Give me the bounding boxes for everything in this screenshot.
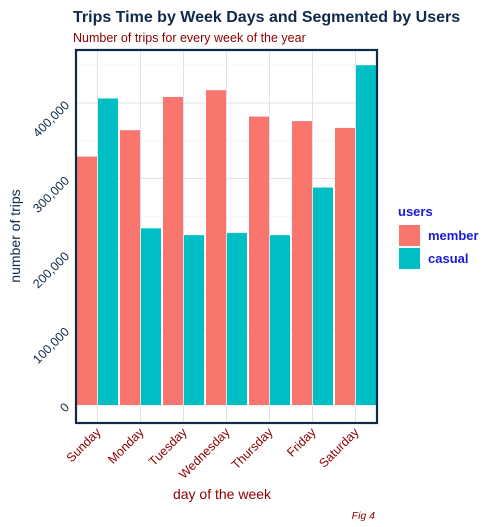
y-tick-label: 0 bbox=[57, 400, 72, 415]
legend-label-casual: casual bbox=[428, 251, 468, 266]
x-tick-label: Saturday bbox=[316, 425, 362, 471]
bar-casual-friday bbox=[313, 187, 333, 405]
y-tick-label: 100,000 bbox=[30, 325, 72, 367]
bar-casual-sunday bbox=[98, 98, 118, 405]
bar-member-thursday bbox=[249, 116, 269, 405]
y-tick-label: 300,000 bbox=[30, 174, 72, 216]
bar-casual-wednesday bbox=[227, 232, 247, 405]
bar-casual-thursday bbox=[270, 235, 290, 405]
x-tick-label: Sunday bbox=[64, 425, 104, 465]
bar-member-wednesday bbox=[206, 90, 226, 405]
legend: users member casual bbox=[398, 204, 479, 269]
bar-casual-saturday bbox=[356, 65, 376, 405]
y-tick-labels: 0 100,000 200,000 300,000 400,000 bbox=[30, 98, 72, 415]
bar-member-sunday bbox=[77, 156, 97, 405]
y-tick-label: 200,000 bbox=[30, 249, 72, 291]
x-axis-label: day of the week bbox=[173, 486, 272, 502]
bar-member-saturday bbox=[335, 127, 355, 405]
x-tick-label: Friday bbox=[284, 425, 319, 460]
y-tick-label: 400,000 bbox=[30, 98, 72, 140]
legend-key-member bbox=[399, 225, 420, 246]
y-axis-label: number of trips bbox=[7, 189, 23, 282]
bar-casual-monday bbox=[141, 228, 161, 405]
legend-title: users bbox=[398, 204, 433, 219]
legend-key-casual bbox=[399, 248, 420, 269]
bars bbox=[77, 65, 376, 406]
chart-title: Trips Time by Week Days and Segmented by… bbox=[73, 9, 460, 26]
x-tick-label: Tuesday bbox=[146, 425, 190, 469]
chart-subtitle: Number of trips for every week of the ye… bbox=[73, 31, 306, 45]
x-tick-label: Monday bbox=[105, 425, 147, 467]
x-tick-label: Thursday bbox=[229, 425, 276, 472]
bar-member-tuesday bbox=[163, 96, 183, 406]
bar-member-friday bbox=[292, 121, 312, 406]
legend-label-member: member bbox=[428, 228, 479, 243]
bar-casual-tuesday bbox=[184, 235, 204, 405]
plot-panel-border bbox=[74, 48, 379, 425]
figure-caption: Fig 4 bbox=[352, 510, 376, 522]
bar-member-monday bbox=[120, 130, 140, 405]
